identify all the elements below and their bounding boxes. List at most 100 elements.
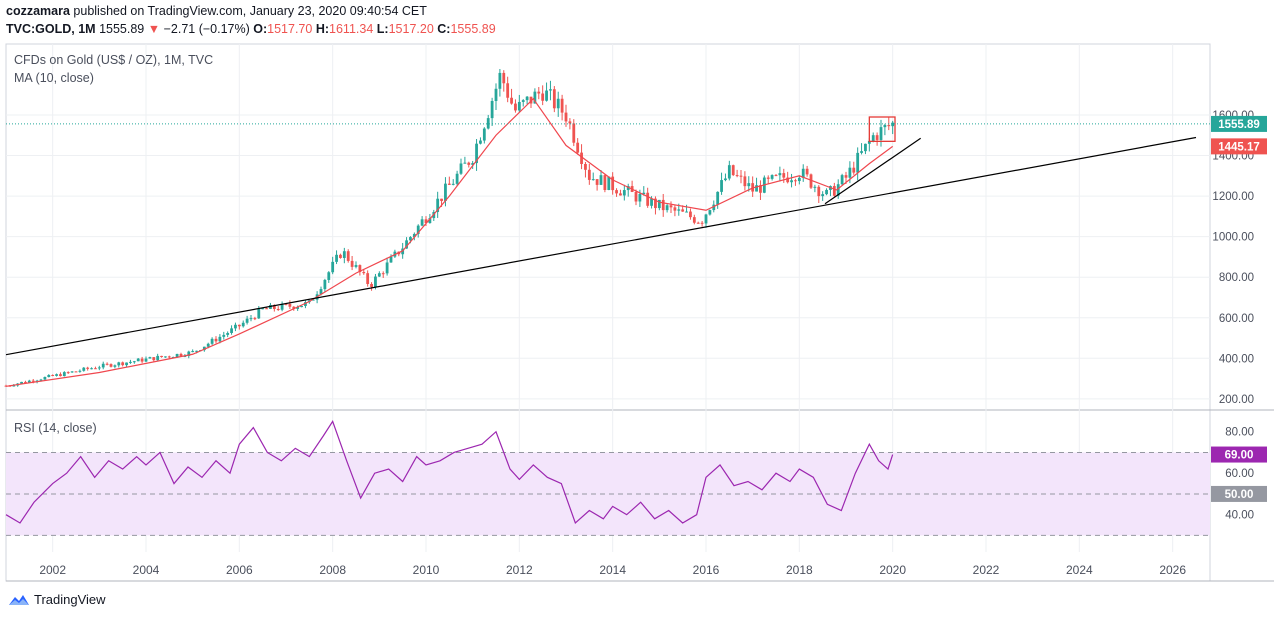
change-down-icon: ▼ xyxy=(147,22,161,36)
candle-body xyxy=(113,365,117,367)
candle-body xyxy=(494,88,498,101)
candle-body xyxy=(226,332,230,335)
ma-price-tag xyxy=(1211,138,1267,155)
candle-body xyxy=(144,358,148,362)
candle-body xyxy=(549,89,552,91)
candle-body xyxy=(51,375,55,377)
candle-body xyxy=(797,177,801,182)
candle-body xyxy=(420,219,424,226)
candle-body xyxy=(66,372,70,374)
candle-body xyxy=(665,205,669,211)
y-tick-label: 1200.00 xyxy=(1212,191,1254,203)
trendline xyxy=(824,137,922,205)
candle-body xyxy=(572,123,576,143)
candle-body xyxy=(202,346,206,351)
candle-body xyxy=(498,72,502,89)
candle-body xyxy=(564,112,568,122)
candle-body xyxy=(860,151,863,153)
candle-body xyxy=(475,143,478,164)
candle-body xyxy=(700,222,704,224)
candle-body xyxy=(743,176,747,187)
candle-body xyxy=(214,338,218,342)
candle-body xyxy=(712,204,716,211)
candle-body xyxy=(304,302,307,306)
close-label: C: xyxy=(437,22,451,36)
candle-body xyxy=(436,198,440,212)
candle-body xyxy=(669,205,673,208)
x-tick-label: 2026 xyxy=(1159,563,1186,577)
candle-body xyxy=(486,118,490,129)
rsi-y-tick-label: 60.00 xyxy=(1225,468,1254,480)
candle-body xyxy=(257,308,261,319)
candle-body xyxy=(280,303,284,310)
candle-body xyxy=(39,379,43,381)
rsi-y-tick-label: 80.00 xyxy=(1225,427,1254,439)
candle-body xyxy=(809,174,813,188)
candle-body xyxy=(817,186,821,197)
candle-body xyxy=(731,165,735,176)
candle-body xyxy=(234,324,237,329)
candle-body xyxy=(389,256,393,263)
candle-body xyxy=(261,308,265,310)
candle-body xyxy=(265,308,268,310)
x-tick-label: 2016 xyxy=(693,563,720,577)
candle-body xyxy=(541,93,545,101)
candle-body xyxy=(626,186,630,191)
candle-body xyxy=(545,90,548,101)
candle-body xyxy=(595,179,599,185)
highlight-box xyxy=(868,116,896,142)
x-tick-label: 2018 xyxy=(786,563,813,577)
candle-body xyxy=(747,183,751,187)
candle-body xyxy=(673,207,677,211)
candle-body xyxy=(879,127,883,140)
candle-body xyxy=(599,175,603,185)
candle-body xyxy=(62,372,66,377)
candle-body xyxy=(739,175,743,177)
candle-body xyxy=(331,261,335,273)
candle-body xyxy=(471,163,475,165)
x-tick-label: 2014 xyxy=(599,563,626,577)
symbol: TVC:GOLD, 1M xyxy=(6,22,96,36)
candle-body xyxy=(179,353,183,357)
candle-body xyxy=(451,183,455,185)
candle-body xyxy=(132,361,136,363)
candle-body xyxy=(506,83,510,98)
trendline xyxy=(5,136,1197,356)
candle-body xyxy=(852,167,856,173)
candle-body xyxy=(385,262,389,274)
candle-body xyxy=(342,251,346,258)
candle-body xyxy=(871,135,875,141)
main-legend: CFDs on Gold (US$ / OZ), 1M, TVC xyxy=(14,53,214,67)
candle-body xyxy=(350,260,354,267)
candle-body xyxy=(677,209,681,211)
candle-body xyxy=(766,177,770,179)
candle-body xyxy=(366,273,370,284)
candle-body xyxy=(650,198,653,206)
candle-body xyxy=(685,211,688,213)
candle-body xyxy=(657,199,661,209)
candle-body xyxy=(206,343,210,347)
candle-body xyxy=(335,254,338,262)
candle-body xyxy=(482,128,486,141)
candle-body xyxy=(580,152,583,164)
x-tick-label: 2004 xyxy=(133,563,160,577)
candle-body xyxy=(883,125,887,128)
candles xyxy=(4,68,895,387)
candle-body xyxy=(156,355,160,361)
candle-body xyxy=(362,272,366,274)
candle-body xyxy=(121,362,125,366)
candle-body xyxy=(346,251,350,261)
candle-body xyxy=(230,328,233,333)
candle-body xyxy=(459,163,463,174)
candle-body xyxy=(813,186,817,188)
candle-body xyxy=(735,175,739,177)
candle-body xyxy=(759,185,762,193)
candle-body xyxy=(790,180,793,183)
y-tick-label: 600.00 xyxy=(1219,313,1254,325)
candle-body xyxy=(825,189,828,195)
author[interactable]: cozzamara xyxy=(6,4,70,18)
candle-body xyxy=(140,358,144,362)
brand[interactable]: TradingView xyxy=(8,592,106,607)
candle-body xyxy=(514,103,517,111)
